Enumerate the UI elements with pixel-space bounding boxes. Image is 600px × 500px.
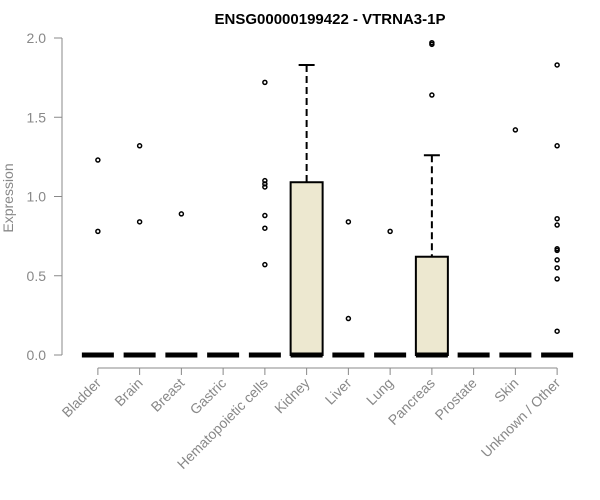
outlier-point: [554, 276, 560, 282]
outlier-point: [554, 257, 560, 263]
y-tick-label: 2.0: [27, 30, 47, 46]
outlier-point: [136, 219, 143, 225]
y-tick-label: 0.5: [27, 268, 47, 284]
outlier-point: [262, 79, 268, 86]
x-tick-label: Liver: [322, 375, 355, 408]
box-group: [499, 127, 532, 358]
box-group: [248, 79, 281, 358]
outlier-point: [512, 127, 519, 133]
outlier-point: [262, 177, 268, 184]
outlier-point: [345, 315, 352, 322]
box-group: [332, 219, 365, 358]
outlier-point: [429, 41, 435, 48]
y-axis: 0.0 0.5 1.0 1.5 2.0: [27, 30, 63, 363]
box-iqr: [414, 255, 449, 357]
x-tick-label: Skin: [491, 375, 522, 406]
outlier-point: [262, 261, 268, 268]
box-group: [541, 62, 574, 358]
box-group: [81, 157, 114, 358]
y-tick-label: 1.5: [27, 109, 47, 125]
outlier-point: [178, 211, 185, 217]
box-group: [165, 211, 198, 358]
y-tick-label: 0.0: [27, 347, 47, 363]
outlier-point: [136, 143, 143, 149]
x-tick-label: Unknown / Other: [478, 375, 564, 461]
outlier-point: [262, 181, 268, 187]
x-tick-label: Lung: [363, 375, 396, 408]
outlier-point: [554, 265, 560, 271]
box-group: [414, 40, 449, 358]
outlier-point: [554, 143, 560, 149]
box-iqr: [289, 181, 324, 356]
outlier-point: [554, 247, 560, 254]
chart-title: ENSG00000199422 - VTRNA3-1P: [215, 11, 446, 28]
outlier-point: [554, 222, 560, 228]
x-tick-label: Brain: [111, 375, 145, 409]
x-tick-label: Bladder: [59, 375, 105, 421]
y-axis-title: Expression: [0, 163, 16, 232]
outlier-point: [262, 184, 268, 190]
box-group: [289, 63, 324, 358]
outlier-point: [387, 228, 393, 235]
outlier-point: [554, 215, 560, 222]
boxes: [81, 40, 574, 358]
box-group: [123, 143, 156, 358]
outlier-point: [95, 157, 101, 163]
outlier-point: [262, 225, 268, 231]
outlier-point: [429, 92, 435, 98]
outlier-point: [554, 328, 560, 334]
outlier-point: [262, 212, 268, 219]
outlier-point: [554, 62, 560, 68]
x-tick-label: Prostate: [432, 375, 480, 423]
x-tick-label: Kidney: [271, 375, 313, 417]
outlier-point: [95, 228, 101, 235]
outlier-point: [345, 219, 352, 225]
x-tick-label: Breast: [148, 375, 188, 415]
y-tick-label: 1.0: [27, 189, 47, 205]
box-group: [374, 228, 407, 358]
